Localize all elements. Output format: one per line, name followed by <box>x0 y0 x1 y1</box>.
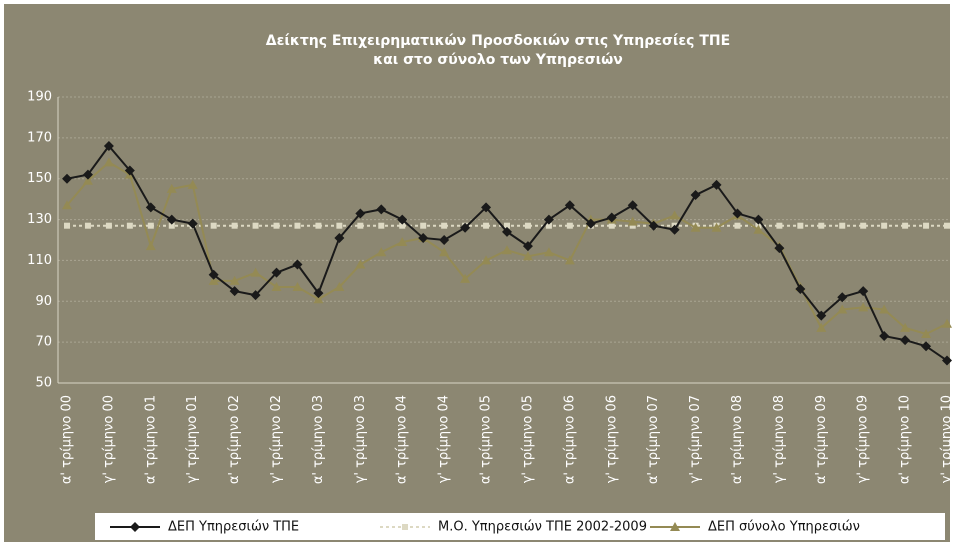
point-marker <box>148 223 154 229</box>
x-tick-label: α' τρίμηνο 09 <box>814 395 829 484</box>
y-tick-label: 70 <box>35 335 52 350</box>
chart-title: και στο σύνολο των Υπηρεσιών <box>373 52 623 68</box>
x-tick-label: γ' τρίμηνο 00 <box>101 395 116 483</box>
x-tick-label: γ' τρίμηνο 08 <box>772 395 787 483</box>
x-tick-label: α' τρίμηνο 06 <box>562 395 577 484</box>
point-marker <box>860 223 866 229</box>
point-marker <box>483 223 489 229</box>
x-tick-label: α' τρίμηνο 00 <box>60 395 75 484</box>
point-marker <box>378 223 384 229</box>
legend-label: ΔΕΠ σύνολο Υπηρεσιών <box>708 520 860 535</box>
y-tick-label: 150 <box>27 171 52 186</box>
point-marker <box>211 223 217 229</box>
x-tick-label: γ' τρίμηνο 04 <box>437 395 452 483</box>
legend-marker <box>402 524 408 530</box>
x-tick-label: α' τρίμηνο 10 <box>898 395 913 484</box>
point-marker <box>441 223 447 229</box>
point-marker <box>64 223 70 229</box>
point-marker <box>357 223 363 229</box>
x-tick-label: α' τρίμηνο 08 <box>730 395 745 484</box>
point-marker <box>797 223 803 229</box>
point-marker <box>232 223 238 229</box>
x-tick-label: γ' τρίμηνο 03 <box>353 395 368 483</box>
x-tick-label: γ' τρίμηνο 05 <box>520 395 535 483</box>
x-tick-label: α' τρίμηνο 02 <box>227 395 242 484</box>
point-marker <box>776 223 782 229</box>
point-marker <box>420 223 426 229</box>
y-tick-label: 110 <box>27 253 52 268</box>
x-tick-label: γ' τρίμηνο 10 <box>940 395 954 483</box>
chart-title: Δείκτης Επιχειρηματικών Προσδοκιών στις … <box>266 33 730 49</box>
point-marker <box>525 223 531 229</box>
point-marker <box>253 223 259 229</box>
point-marker <box>902 223 908 229</box>
x-tick-label: α' τρίμηνο 04 <box>395 395 410 484</box>
y-tick-label: 90 <box>35 294 52 309</box>
legend-label: Μ.Ο. Υπηρεσιών ΤΠΕ 2002-2009 <box>438 520 647 535</box>
y-tick-label: 190 <box>27 90 52 105</box>
x-tick-label: γ' τρίμηνο 02 <box>269 395 284 483</box>
x-tick-label: α' τρίμηνο 07 <box>646 395 661 484</box>
y-tick-label: 130 <box>27 212 52 227</box>
point-marker <box>294 223 300 229</box>
point-marker <box>567 223 573 229</box>
x-tick-label: γ' τρίμηνο 01 <box>185 395 200 483</box>
legend-label: ΔΕΠ Υπηρεσιών ΤΠΕ <box>168 520 299 535</box>
point-marker <box>818 223 824 229</box>
point-marker <box>127 223 133 229</box>
x-tick-label: α' τρίμηνο 03 <box>311 395 326 484</box>
point-marker <box>609 223 615 229</box>
point-marker <box>85 223 91 229</box>
point-marker <box>315 223 321 229</box>
x-tick-label: α' τρίμηνο 01 <box>143 395 158 484</box>
x-tick-label: γ' τρίμηνο 06 <box>604 395 619 483</box>
point-marker <box>839 223 845 229</box>
y-tick-label: 50 <box>35 376 52 391</box>
x-tick-label: γ' τρίμηνο 07 <box>688 395 703 483</box>
point-marker <box>734 223 740 229</box>
point-marker <box>923 223 929 229</box>
point-marker <box>944 223 950 229</box>
point-marker <box>106 223 112 229</box>
point-marker <box>274 223 280 229</box>
point-marker <box>336 223 342 229</box>
x-tick-label: γ' τρίμηνο 09 <box>856 395 871 483</box>
x-tick-label: α' τρίμηνο 05 <box>479 395 494 484</box>
point-marker <box>881 223 887 229</box>
y-tick-label: 170 <box>27 130 52 145</box>
